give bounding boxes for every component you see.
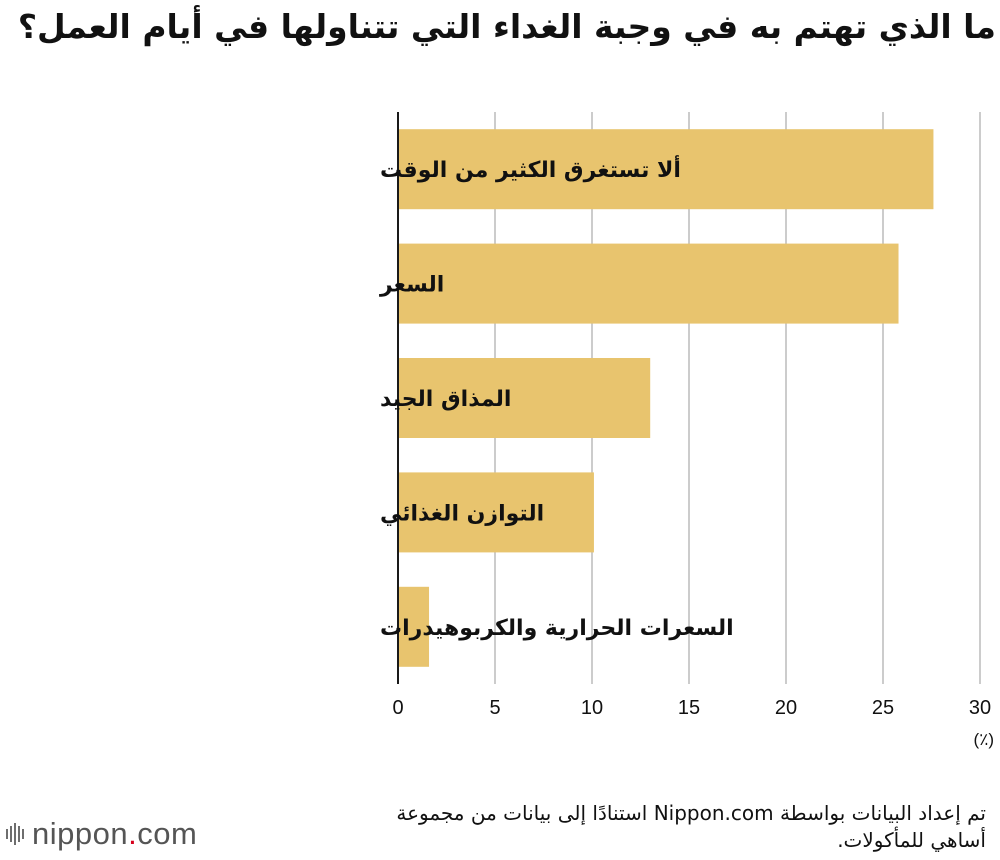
category-label: المذاق الجيد — [380, 387, 511, 412]
category-label: التوازن الغذائي — [380, 501, 544, 526]
nippon-logo: nippon.com — [6, 814, 197, 854]
chart-title: ما الذي تهتم به في وجبة الغداء التي تتنا… — [17, 7, 996, 46]
category-label: السعر — [379, 273, 444, 298]
source-note: تم إعداد البيانات بواسطة Nippon.com استن… — [396, 801, 986, 852]
bar — [398, 129, 934, 210]
brand-name: nippon — [32, 816, 129, 851]
bars — [397, 112, 934, 684]
x-tick-label: 5 — [489, 697, 500, 719]
brand-suffix: com — [137, 816, 198, 851]
x-tick-label: 0 — [392, 697, 403, 719]
category-label: السعرات الحرارية والكربوهيدرات — [380, 616, 734, 641]
x-tick-label: 20 — [775, 697, 797, 719]
bar — [398, 472, 594, 553]
x-tick-label: 25 — [872, 697, 894, 719]
x-tick-label: 30 — [969, 697, 991, 719]
bar — [398, 358, 651, 438]
bar — [398, 586, 430, 667]
brand-wordmark: nippon.com — [32, 816, 197, 852]
x-tick-labels: 0 5 10 15 20 25 30 — [392, 697, 991, 719]
category-labels: ألا تستغرق الكثير من الوقت السعر المذاق ال… — [379, 154, 734, 641]
soundwave-icon — [6, 822, 24, 846]
bar-chart: ألا تستغرق الكثير من الوقت السعر المذاق ال… — [379, 112, 994, 749]
brand-dot: . — [128, 816, 138, 851]
x-tick-label: 15 — [678, 697, 700, 719]
unit-label: (٪) — [974, 730, 994, 749]
x-tick-label: 10 — [581, 697, 603, 719]
bar — [398, 243, 899, 324]
category-label: ألا تستغرق الكثير من الوقت — [380, 154, 681, 183]
